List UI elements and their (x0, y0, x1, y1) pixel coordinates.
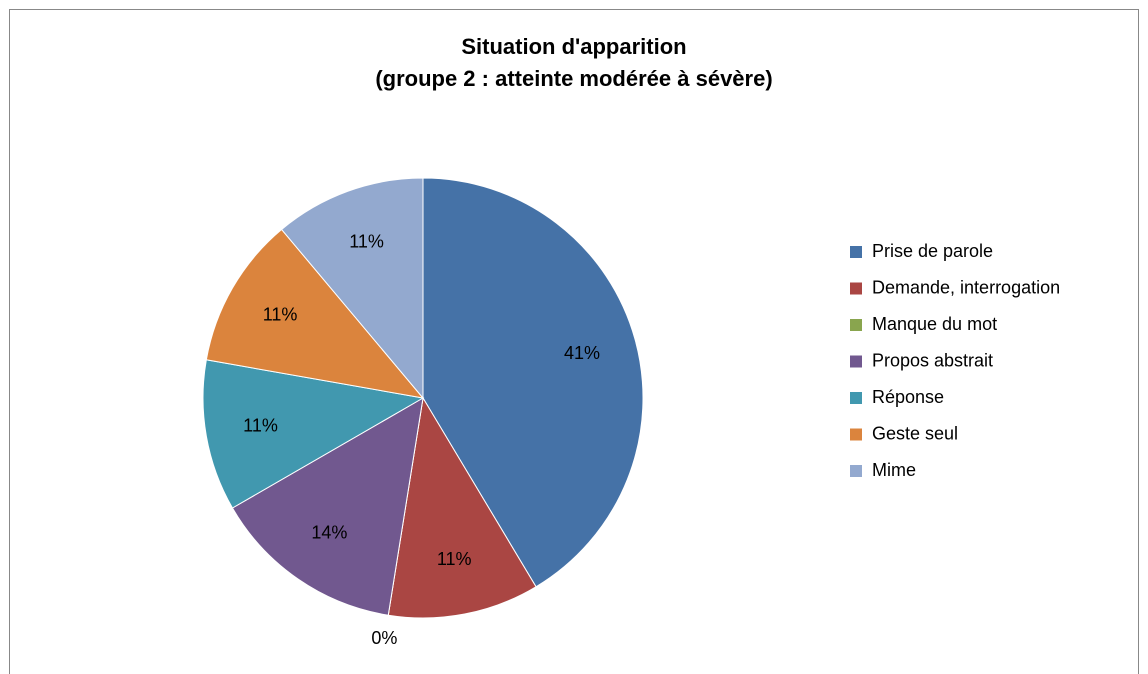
legend-swatch (850, 282, 862, 295)
legend-label: Prise de parole (872, 241, 993, 261)
legend-label: Propos abstrait (872, 350, 993, 370)
pie-slice (231, 397, 424, 616)
data-label: 41% (564, 343, 600, 363)
legend-label: Manque du mot (872, 314, 997, 334)
pie-slice (387, 396, 537, 619)
legend-label: Mime (872, 460, 916, 480)
legend-label: Réponse (872, 387, 944, 407)
legend-swatch (850, 428, 862, 441)
data-label: 14% (311, 523, 347, 543)
pie-slice (422, 177, 644, 588)
data-label: 0% (371, 628, 397, 648)
legend-swatch (850, 355, 862, 368)
legend-label: Demande, interrogation (872, 277, 1060, 297)
legend-swatch (850, 246, 862, 258)
legend-swatch (850, 319, 862, 331)
data-label: 11% (437, 549, 472, 569)
chart-subtitle: (groupe 2 : atteinte modérée à sévère) (375, 66, 772, 91)
legend-label: Geste seul (872, 423, 958, 443)
pie-slice (205, 228, 425, 399)
pie-slice (202, 359, 425, 509)
data-label: 11% (349, 232, 384, 252)
data-label: 11% (263, 304, 298, 324)
data-label: 11% (243, 415, 278, 435)
legend-swatch (850, 465, 862, 477)
pie-slice (280, 177, 424, 400)
chart-border (9, 9, 1139, 674)
chart-title: Situation d'apparition (461, 34, 686, 59)
legend-swatch (850, 392, 862, 404)
